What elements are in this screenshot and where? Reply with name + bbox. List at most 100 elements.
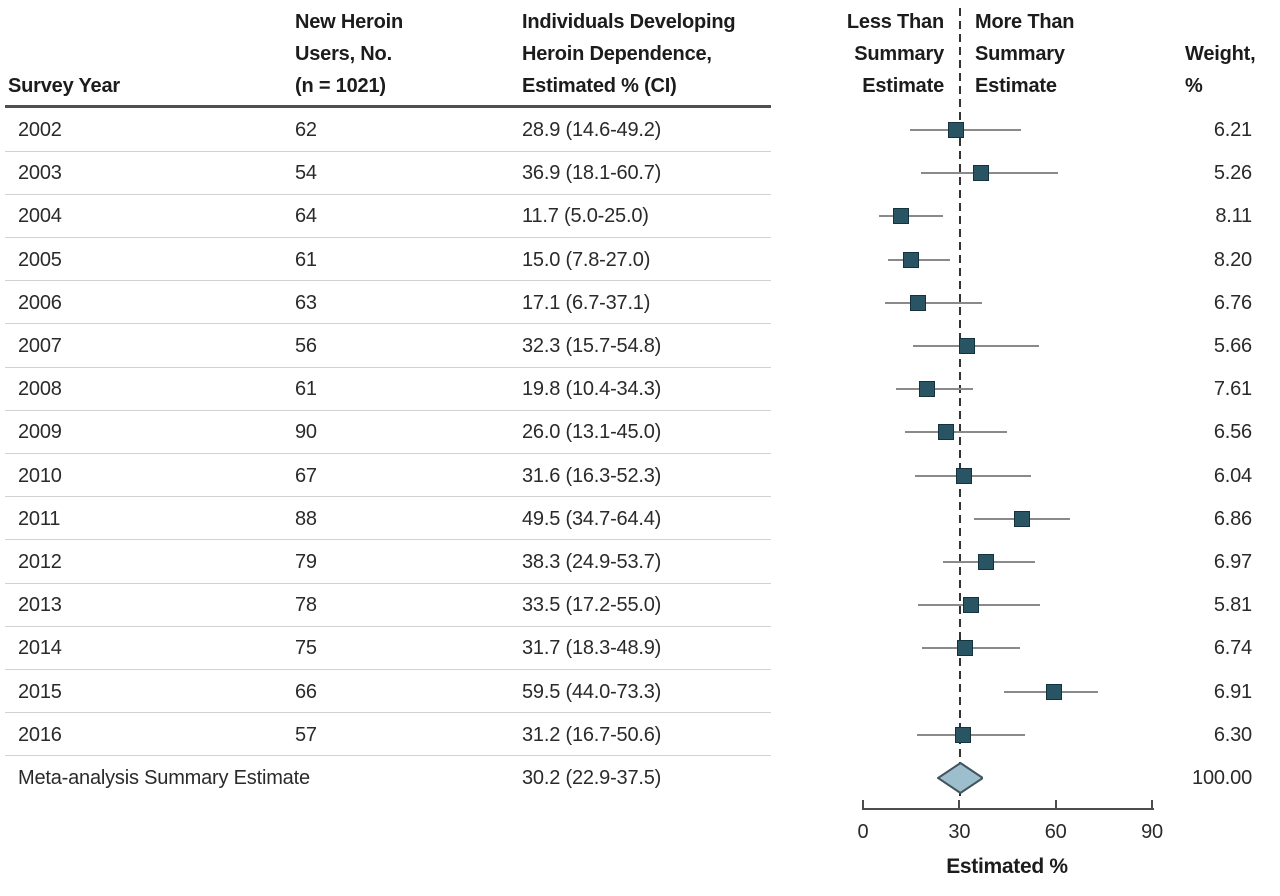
study-estimate: 33.5 (17.2-55.0): [522, 594, 662, 617]
study-n: 63: [295, 291, 317, 314]
row-separator: [5, 150, 771, 152]
study-year: 2015: [18, 680, 62, 703]
estimate-header: Individuals Developing Heroin Dependence…: [522, 6, 736, 102]
row-separator: [5, 193, 771, 195]
row-separator: [5, 236, 771, 238]
study-n: 61: [295, 378, 317, 401]
point-estimate-marker: [1013, 510, 1030, 527]
study-estimate: 31.7 (18.3-48.9): [522, 637, 662, 660]
study-n: 57: [295, 723, 317, 746]
estimate-header-line1: Individuals Developing: [522, 11, 736, 33]
row-separator: [5, 712, 771, 714]
x-axis-tick-label: 0: [857, 821, 869, 843]
study-weight: 7.61: [1213, 378, 1252, 401]
more-than-header-line1: More Than: [975, 11, 1075, 33]
study-n: 88: [295, 507, 317, 530]
x-axis-tick-label: 90: [1141, 821, 1163, 843]
weight-header-line1: Weight,: [1185, 43, 1256, 65]
study-estimate: 28.9 (14.6-49.2): [522, 119, 662, 141]
summary-label: Meta-analysis Summary Estimate: [18, 767, 310, 789]
study-weight: 5.81: [1213, 594, 1252, 617]
estimate-header-line2: Heroin Dependence,: [522, 43, 712, 65]
x-axis-tick-label: 60: [1044, 821, 1067, 843]
more-than-header-line2: Summary: [975, 43, 1065, 65]
study-n: 90: [295, 421, 317, 444]
row-separator: [5, 582, 771, 584]
point-estimate-marker: [956, 467, 973, 484]
summary-diamond: [936, 762, 984, 794]
study-year: 2002: [18, 119, 62, 141]
study-year: 2010: [18, 464, 62, 487]
summary-reference-line: [958, 8, 961, 800]
point-estimate-marker: [977, 554, 994, 570]
study-weight: 6.74: [1213, 637, 1252, 660]
point-estimate-marker: [918, 381, 935, 398]
study-weight: 8.20: [1213, 248, 1252, 271]
study-year: 2005: [18, 248, 62, 271]
study-year: 2009: [18, 421, 62, 444]
study-weight: 5.66: [1213, 335, 1252, 357]
ci-line: [896, 388, 974, 391]
summary-estimate: 30.2 (22.9-37.5): [522, 767, 662, 789]
ci-line: [909, 129, 1021, 131]
users-header-line3: (n = 1021): [295, 75, 386, 97]
study-n: 56: [295, 335, 317, 357]
x-axis-tick: [958, 800, 961, 810]
point-estimate-marker: [956, 640, 973, 657]
study-estimate: 36.9 (18.1-60.7): [522, 162, 662, 185]
header-rule: [5, 105, 771, 108]
users-header: New Heroin Users, No. (n = 1021): [295, 6, 403, 102]
study-estimate: 59.5 (44.0-73.3): [522, 680, 662, 703]
study-weight: 6.56: [1213, 421, 1252, 444]
point-estimate-marker: [903, 251, 920, 268]
ci-line: [884, 301, 983, 304]
study-n: 78: [295, 594, 317, 617]
summary-weight: 100.00: [1192, 767, 1252, 789]
x-axis-tick: [1151, 800, 1153, 810]
study-n: 62: [295, 119, 317, 141]
study-weight: 8.11: [1215, 205, 1252, 228]
study-n: 54: [295, 162, 317, 185]
study-estimate: 31.6 (16.3-52.3): [522, 464, 662, 487]
study-weight: 6.76: [1213, 291, 1252, 314]
study-year: 2004: [18, 205, 62, 228]
row-separator: [5, 280, 771, 282]
study-estimate: 26.0 (13.1-45.0): [522, 421, 662, 444]
study-estimate: 19.8 (10.4-34.3): [522, 378, 662, 401]
row-separator: [5, 625, 771, 627]
study-n: 67: [295, 464, 317, 487]
point-estimate-marker: [909, 294, 926, 311]
users-header-line1: New Heroin: [295, 11, 404, 33]
study-weight: 6.86: [1213, 507, 1252, 530]
ci-line: [915, 474, 1031, 477]
study-weight: 6.30: [1213, 723, 1252, 746]
summary-diamond-shape: [936, 762, 984, 794]
study-weight: 6.04: [1213, 464, 1252, 487]
study-year: 2016: [18, 723, 62, 746]
study-n: 64: [295, 205, 317, 228]
x-axis-line: [863, 808, 1154, 810]
less-than-header-line3: Estimate: [862, 75, 944, 97]
study-weight: 5.26: [1213, 162, 1252, 185]
weight-header: Weight, %: [1185, 38, 1256, 102]
study-n: 75: [295, 637, 317, 660]
study-year: 2007: [18, 335, 62, 357]
study-estimate: 11.7 (5.0-25.0): [522, 205, 649, 228]
row-separator: [5, 668, 771, 670]
estimate-header-line3: Estimated % (CI): [522, 75, 677, 97]
study-year: 2011: [18, 507, 61, 530]
ci-line: [921, 172, 1058, 175]
study-year: 2013: [18, 594, 62, 617]
study-estimate: 15.0 (7.8-27.0): [522, 248, 651, 271]
row-separator: [5, 496, 771, 498]
study-estimate: 49.5 (34.7-64.4): [522, 507, 662, 530]
less-than-header-line2: Summary: [854, 43, 944, 65]
point-estimate-marker: [973, 165, 990, 182]
ci-line: [918, 604, 1040, 607]
x-axis-tick: [1054, 800, 1057, 810]
study-year: 2003: [18, 162, 62, 185]
ci-line: [913, 345, 1039, 347]
more-than-header: More Than Summary Estimate: [975, 6, 1075, 102]
x-axis-tick: [862, 800, 864, 810]
point-estimate-marker: [955, 726, 972, 743]
